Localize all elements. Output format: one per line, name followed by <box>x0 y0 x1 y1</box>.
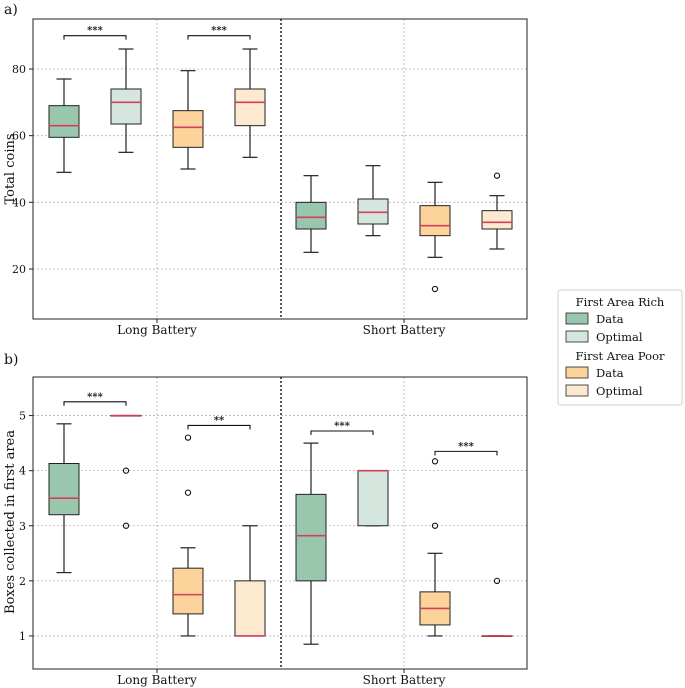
legend-frame <box>557 289 683 406</box>
box-body <box>295 493 327 582</box>
panel-b-y-axis-label: Boxes collected in first area <box>3 430 18 614</box>
panel-a-y-tick-label: 60 <box>12 130 26 143</box>
box-body <box>481 210 513 230</box>
box-body <box>172 110 204 148</box>
panel-b-label: b) <box>4 352 18 368</box>
outlier-point <box>431 522 439 529</box>
bracket-line <box>310 430 374 435</box>
significance-stars: ** <box>214 415 225 426</box>
legend-entry: Optimal <box>565 384 643 398</box>
significance-bracket: *** <box>187 26 251 40</box>
box-long-battery-poor-optimal <box>234 48 266 158</box>
outlier-point <box>122 522 130 529</box>
box-body <box>295 201 327 230</box>
significance-bracket: *** <box>434 441 498 456</box>
box-body <box>48 462 80 516</box>
panel-b-category-label: Long Battery <box>117 673 197 687</box>
panel-b-y-tick-label: 1 <box>19 630 26 643</box>
panel-a-plot-frame <box>32 18 528 320</box>
panel-b-y-tick-label: 3 <box>19 520 26 533</box>
box-long-battery-rich-optimal <box>110 414 142 529</box>
box-body <box>48 105 80 138</box>
box-short-battery-rich-optimal <box>357 469 389 527</box>
box-long-battery-rich-optimal <box>110 48 142 153</box>
box-long-battery-poor-data <box>172 70 204 170</box>
bracket-line <box>187 35 251 40</box>
legend-group-title: First Area Poor <box>575 349 665 363</box>
box-body <box>110 88 142 125</box>
box-long-battery-poor-data <box>172 434 204 637</box>
legend: First Area Rich Data Optimal First Area Poo… <box>557 289 683 406</box>
bracket-line <box>63 401 127 406</box>
outlier-point <box>493 577 501 584</box>
box-body <box>357 470 389 527</box>
significance-bracket: *** <box>63 392 127 406</box>
outlier-point <box>122 467 130 474</box>
legend-entry: Optimal <box>565 330 643 344</box>
significance-stars: *** <box>334 421 350 432</box>
box-body <box>234 88 266 127</box>
panel-b-y-tick-label: 5 <box>19 410 26 423</box>
box-short-battery-poor-data <box>419 458 451 637</box>
box-short-battery-rich-data <box>295 175 327 253</box>
box-body <box>419 205 451 237</box>
box-body <box>357 198 389 225</box>
panel-a-category-label: Short Battery <box>363 323 446 337</box>
outlier-point <box>184 434 192 441</box>
legend-swatch <box>565 384 589 397</box>
legend-entry-label: Data <box>596 312 624 326</box>
outlier-point <box>431 458 439 465</box>
significance-stars: *** <box>87 392 103 403</box>
legend-entry: Data <box>565 312 624 326</box>
outlier-point <box>431 285 439 293</box>
outlier-point <box>184 489 192 496</box>
significance-stars: *** <box>458 441 474 452</box>
significance-bracket: *** <box>310 421 374 435</box>
panel-b-y-tick-label: 4 <box>19 465 26 478</box>
legend-swatch <box>565 330 589 343</box>
panel-a-category-label: Long Battery <box>117 323 197 337</box>
legend-entry-label: Optimal <box>596 384 643 398</box>
legend-group-title: First Area Rich <box>576 295 665 309</box>
box-short-battery-poor-optimal <box>481 172 513 250</box>
outlier-point <box>493 172 501 179</box>
significance-bracket: *** <box>63 26 127 40</box>
box-long-battery-poor-optimal <box>234 525 266 637</box>
panel-b-boxes-collected: b) Boxes collected in first area 1 2 3 4 5 Lo… <box>3 352 528 687</box>
box-body <box>172 567 204 615</box>
box-short-battery-rich-optimal <box>357 165 389 237</box>
panel-b-y-tick-label: 2 <box>19 575 26 588</box>
bracket-line <box>187 424 251 430</box>
box-short-battery-poor-data <box>419 181 451 293</box>
significance-stars: *** <box>87 26 103 37</box>
box-long-battery-rich-data <box>48 423 80 574</box>
legend-entry: Data <box>565 366 624 380</box>
panel-a-y-axis-label: Total coins <box>3 133 18 204</box>
panel-a-y-tick-label: 80 <box>12 63 26 76</box>
box-body <box>234 580 266 637</box>
box-short-battery-rich-data <box>295 442 327 645</box>
box-long-battery-rich-data <box>48 78 80 173</box>
box-short-battery-poor-optimal <box>481 577 513 637</box>
legend-entry-label: Optimal <box>596 330 643 344</box>
significance-bracket: ** <box>187 415 251 430</box>
legend-entry-label: Data <box>596 366 624 380</box>
panel-a-label: a) <box>4 2 18 18</box>
panel-b-plot-frame <box>32 376 528 670</box>
legend-swatch <box>565 366 589 379</box>
panel-a-y-tick-label: 20 <box>12 263 26 276</box>
panel-a-total-coins: a) Total coins 20 40 60 80 Long Battery Short… <box>3 2 528 337</box>
panel-b-category-label: Short Battery <box>363 673 446 687</box>
panel-a-y-tick-label: 40 <box>12 196 26 209</box>
legend-swatch <box>565 312 589 325</box>
significance-stars: *** <box>211 26 227 37</box>
bracket-line <box>434 450 498 456</box>
bracket-line <box>63 35 127 40</box>
